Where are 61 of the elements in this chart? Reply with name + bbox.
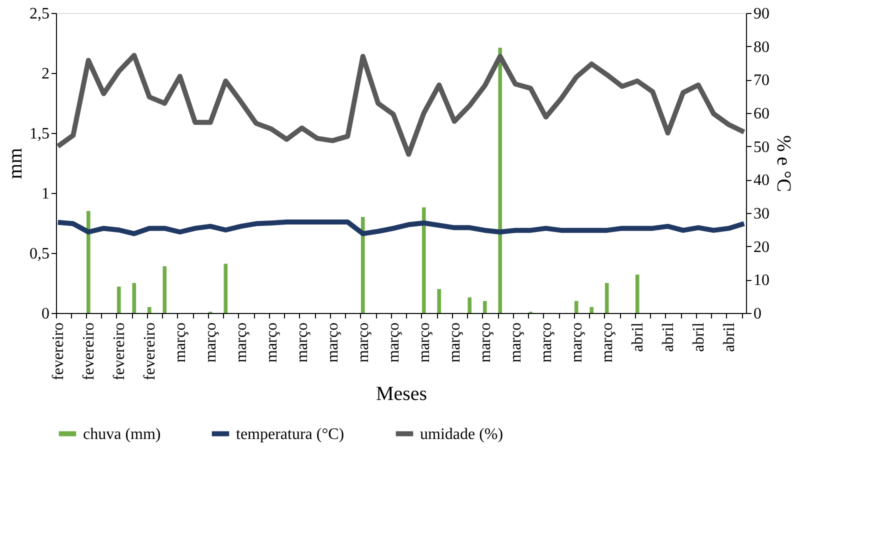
bar	[635, 274, 640, 313]
x-tick-label: março	[294, 322, 311, 362]
x-tick-label: março	[385, 322, 402, 362]
x-tick-label: março	[538, 322, 555, 362]
x-tick-label: março	[354, 322, 372, 362]
x-tick-label: março	[232, 322, 250, 362]
bar	[498, 48, 502, 313]
y2-tick-label: 70	[754, 72, 770, 90]
bar	[482, 301, 487, 313]
x-tick-label: fevereiro	[50, 322, 67, 380]
y2-tick-label: 50	[754, 138, 770, 156]
x-tick-label: abril	[629, 322, 646, 352]
y-tick-label: 1,5	[30, 126, 50, 142]
bar	[116, 286, 121, 313]
bar	[604, 283, 609, 313]
x-tick-label: fevereiro	[110, 322, 128, 380]
bar	[590, 307, 594, 313]
bar	[468, 297, 472, 313]
x-tick-label: abril	[690, 322, 708, 352]
x-tick-label: março	[446, 322, 464, 362]
x-tick-label: março	[324, 322, 342, 362]
y-tick-label: 0,5	[30, 246, 50, 262]
bar	[86, 211, 90, 313]
bar	[132, 283, 136, 313]
y2-tick-label: 30	[754, 206, 770, 222]
x-tick-label: março	[263, 322, 280, 362]
x-tick-label: fevereiro	[80, 322, 98, 380]
bar	[147, 307, 152, 313]
y-tick-label: 0	[42, 306, 50, 322]
x-tick-label: março	[202, 322, 220, 362]
bar	[360, 217, 365, 313]
y-axis-title: mm	[4, 148, 26, 180]
y-tick-label: 1	[42, 186, 50, 202]
y2-tick-label: 0	[754, 306, 762, 322]
x-tick-label: março	[598, 322, 616, 362]
y2-tick-label: 80	[754, 38, 770, 56]
y2-tick-label: 60	[754, 106, 770, 122]
legend-label: umidade (%)	[420, 426, 504, 443]
bar	[437, 289, 442, 313]
legend-label: temperatura (°C)	[236, 426, 344, 443]
x-tick-label: abril	[660, 322, 677, 352]
x-tick-label: março	[172, 322, 189, 362]
y-tick-label: 2,5	[30, 6, 50, 22]
x-tick-label: fevereiro	[141, 322, 158, 380]
y-tick-label: 2	[42, 66, 50, 82]
x-tick-label: março	[476, 322, 494, 362]
y2-tick-label: 40	[754, 172, 770, 190]
y2-tick-label: 20	[754, 238, 770, 256]
bar	[422, 207, 426, 313]
bar	[574, 301, 578, 313]
bar	[224, 264, 228, 313]
x-tick-label: março	[416, 322, 433, 362]
x-tick-label: março	[507, 322, 524, 362]
y2-tick-label: 10	[754, 272, 770, 290]
legend-label: chuva (mm)	[83, 426, 161, 443]
x-tick-label: abril	[720, 322, 738, 352]
y2-axis-title: % e °C	[772, 135, 794, 192]
y2-tick-label: 90	[754, 6, 770, 22]
x-axis-title: Meses	[376, 383, 428, 406]
bar	[162, 266, 167, 313]
x-tick-label: março	[568, 322, 586, 362]
